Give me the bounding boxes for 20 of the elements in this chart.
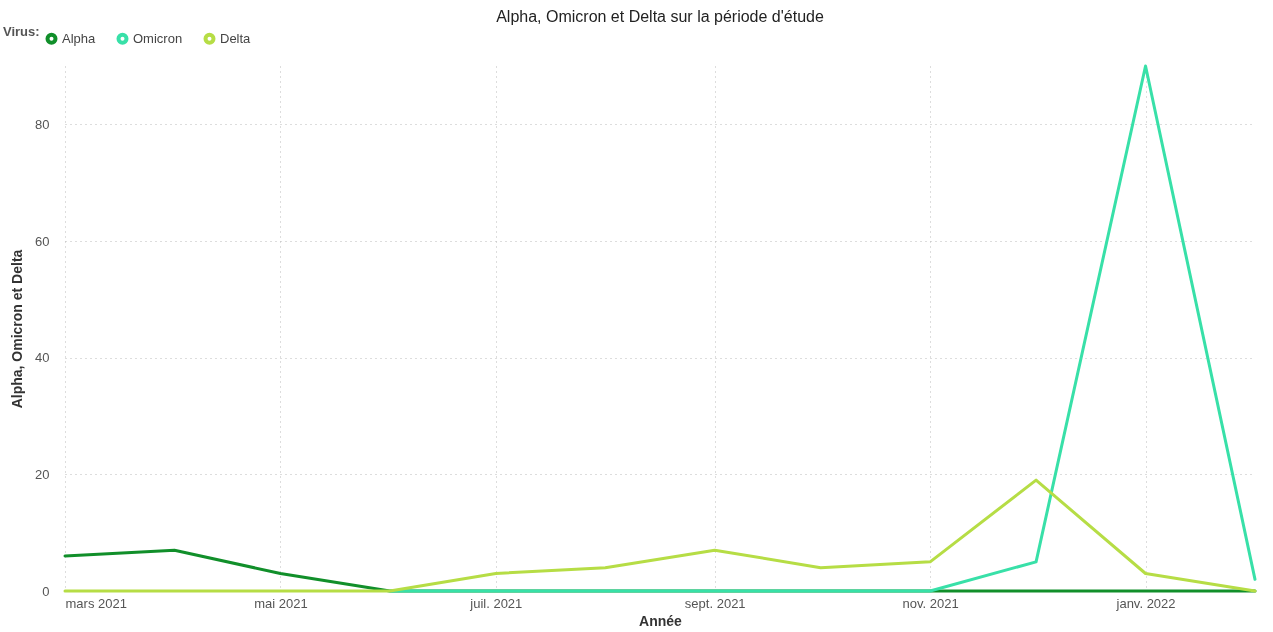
x-tick-label: sept. 2021 [684,595,746,611]
x-tick-label: nov. 2021 [902,595,959,611]
y-tick-label: 80 [35,116,50,132]
legend-label: Alpha [62,30,97,46]
legend-label: Omicron [133,30,183,46]
x-axis-title: Année [639,612,683,629]
x-tick-label: mai 2021 [254,595,308,611]
legend-label: Delta [220,30,252,46]
chart-title: Alpha, Omicron et Delta sur la période d'étude [496,7,824,25]
y-tick-label: 40 [35,350,50,366]
legend-title: Virus: [3,24,40,39]
y-axis-title: Alpha, Omicron et Delta [9,249,26,409]
line-series [63,478,1257,593]
x-tick-label: juil. 2021 [469,595,523,611]
y-tick-label: 20 [35,466,50,482]
x-tick-label: mars 2021 [65,595,127,611]
y-tick-label: 0 [42,583,50,599]
line-series [388,64,1257,593]
y-tick-label: 60 [35,233,50,249]
x-tick-label: janv. 2022 [1115,595,1176,611]
